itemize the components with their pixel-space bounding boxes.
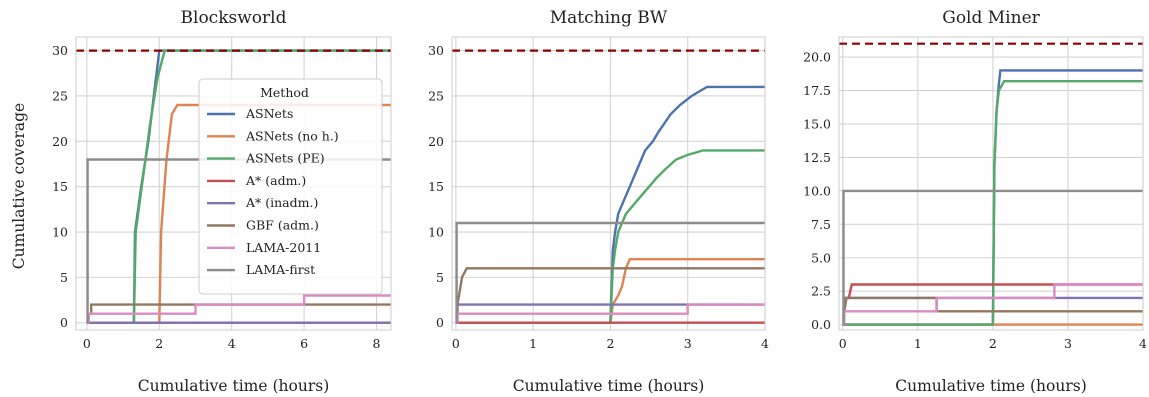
- y-tick-label: 10: [52, 225, 68, 240]
- legend-box: [198, 78, 383, 295]
- panel-gold-miner: 0 1 2 3 4 0.0 2.5 5.0 7.5 10.0 12.5 15.0 17.5 20.0 Gol…: [803, 8, 1147, 395]
- legend-label-asnets-pe: ASNets (PE): [245, 151, 325, 166]
- panel-title: Blocksworld: [181, 8, 287, 28]
- y-tick-label: 25: [428, 88, 444, 103]
- y-tick-label: 5: [436, 270, 444, 285]
- y-axis-label: Cumulative coverage: [10, 103, 28, 269]
- x-axis-label: Cumulative time (hours): [513, 377, 705, 395]
- y-tick-label: 5: [60, 270, 68, 285]
- legend-label-lama-first: LAMA-first: [246, 262, 315, 277]
- y-tick-label: 30: [52, 43, 68, 58]
- y-tick-label: 2.5: [811, 284, 831, 299]
- plot-frame: [75, 36, 392, 331]
- x-axis-label: Cumulative time (hours): [138, 377, 330, 395]
- y-tick-label: 0: [436, 315, 444, 330]
- x-tick-label: 1: [529, 336, 537, 351]
- x-tick-label: 2: [989, 336, 997, 351]
- plot-frame: [451, 36, 766, 331]
- panel-title: Gold Miner: [942, 8, 1040, 28]
- x-tick-label: 6: [300, 336, 308, 351]
- panel-matching-bw: 0 1 2 3 4 0 5 10 15 20 25 30 Matching BW Cumulative t…: [428, 8, 769, 395]
- legend-label-asnets-no-h: ASNets (no h.): [245, 128, 339, 143]
- x-tick-label: 0: [839, 336, 847, 351]
- x-tick-label: 4: [761, 336, 769, 351]
- y-tick-label: 15.0: [803, 116, 831, 131]
- y-tick-label: 20: [52, 134, 68, 149]
- x-tick-label: 4: [1139, 336, 1147, 351]
- y-tick-label: 20: [428, 134, 444, 149]
- legend-label-a-adm: A* (adm.): [245, 173, 306, 188]
- series-line-asnets-pe: [842, 80, 1143, 326]
- x-tick-label: 3: [684, 336, 692, 351]
- x-tick-label: 1: [914, 336, 922, 351]
- x-tick-label: 4: [228, 336, 236, 351]
- legend-label-a-inadm: A* (inadm.): [245, 195, 318, 210]
- x-axis-label: Cumulative time (hours): [895, 377, 1087, 395]
- y-tick-label: 0: [60, 315, 68, 330]
- panel-blocksworld: 0 2 4 6 8 0 5 10 15 20 25 30 Blocksworld Cumulative t…: [52, 8, 392, 395]
- x-tick-label: 2: [606, 336, 614, 351]
- y-tick-label: 12.5: [803, 150, 831, 165]
- x-tick-label: 8: [373, 336, 381, 351]
- legend-label-asnets: ASNets: [245, 106, 293, 121]
- legend-label-lama-2011: LAMA-2011: [246, 240, 321, 255]
- series-line-lama-first: [842, 189, 1143, 326]
- y-tick-label: 25: [52, 88, 68, 103]
- y-tick-label: 0.0: [811, 317, 831, 332]
- legend-label-gbf-adm: GBF (adm.): [246, 218, 319, 233]
- y-tick-label: 5.0: [811, 250, 831, 265]
- y-tick-label: 7.5: [811, 217, 831, 232]
- legend: Method ASNets ASNets (no h.) ASNets (PE) A* …: [198, 78, 383, 295]
- x-tick-label: 3: [1064, 336, 1072, 351]
- y-tick-label: 30: [428, 43, 444, 58]
- y-tick-label: 15: [52, 179, 68, 194]
- plot-frame: [838, 36, 1144, 331]
- y-tick-label: 20.0: [803, 50, 831, 65]
- series-line-asnets: [455, 85, 765, 324]
- x-tick-label: 0: [452, 336, 460, 351]
- x-tick-label: 2: [155, 336, 163, 351]
- series-line-lama-first: [455, 221, 765, 324]
- series-line-asnets-pe: [455, 149, 765, 324]
- y-tick-label: 15: [428, 179, 444, 194]
- y-tick-label: 10: [428, 225, 444, 240]
- panel-title: Matching BW: [550, 8, 668, 28]
- y-tick-label: 10.0: [803, 183, 831, 198]
- y-tick-label: 17.5: [803, 83, 831, 98]
- legend-title: Method: [260, 85, 309, 100]
- x-tick-label: 0: [83, 336, 91, 351]
- series-line-lama-2011: [86, 294, 391, 324]
- series-line-asnets-pe: [86, 49, 391, 324]
